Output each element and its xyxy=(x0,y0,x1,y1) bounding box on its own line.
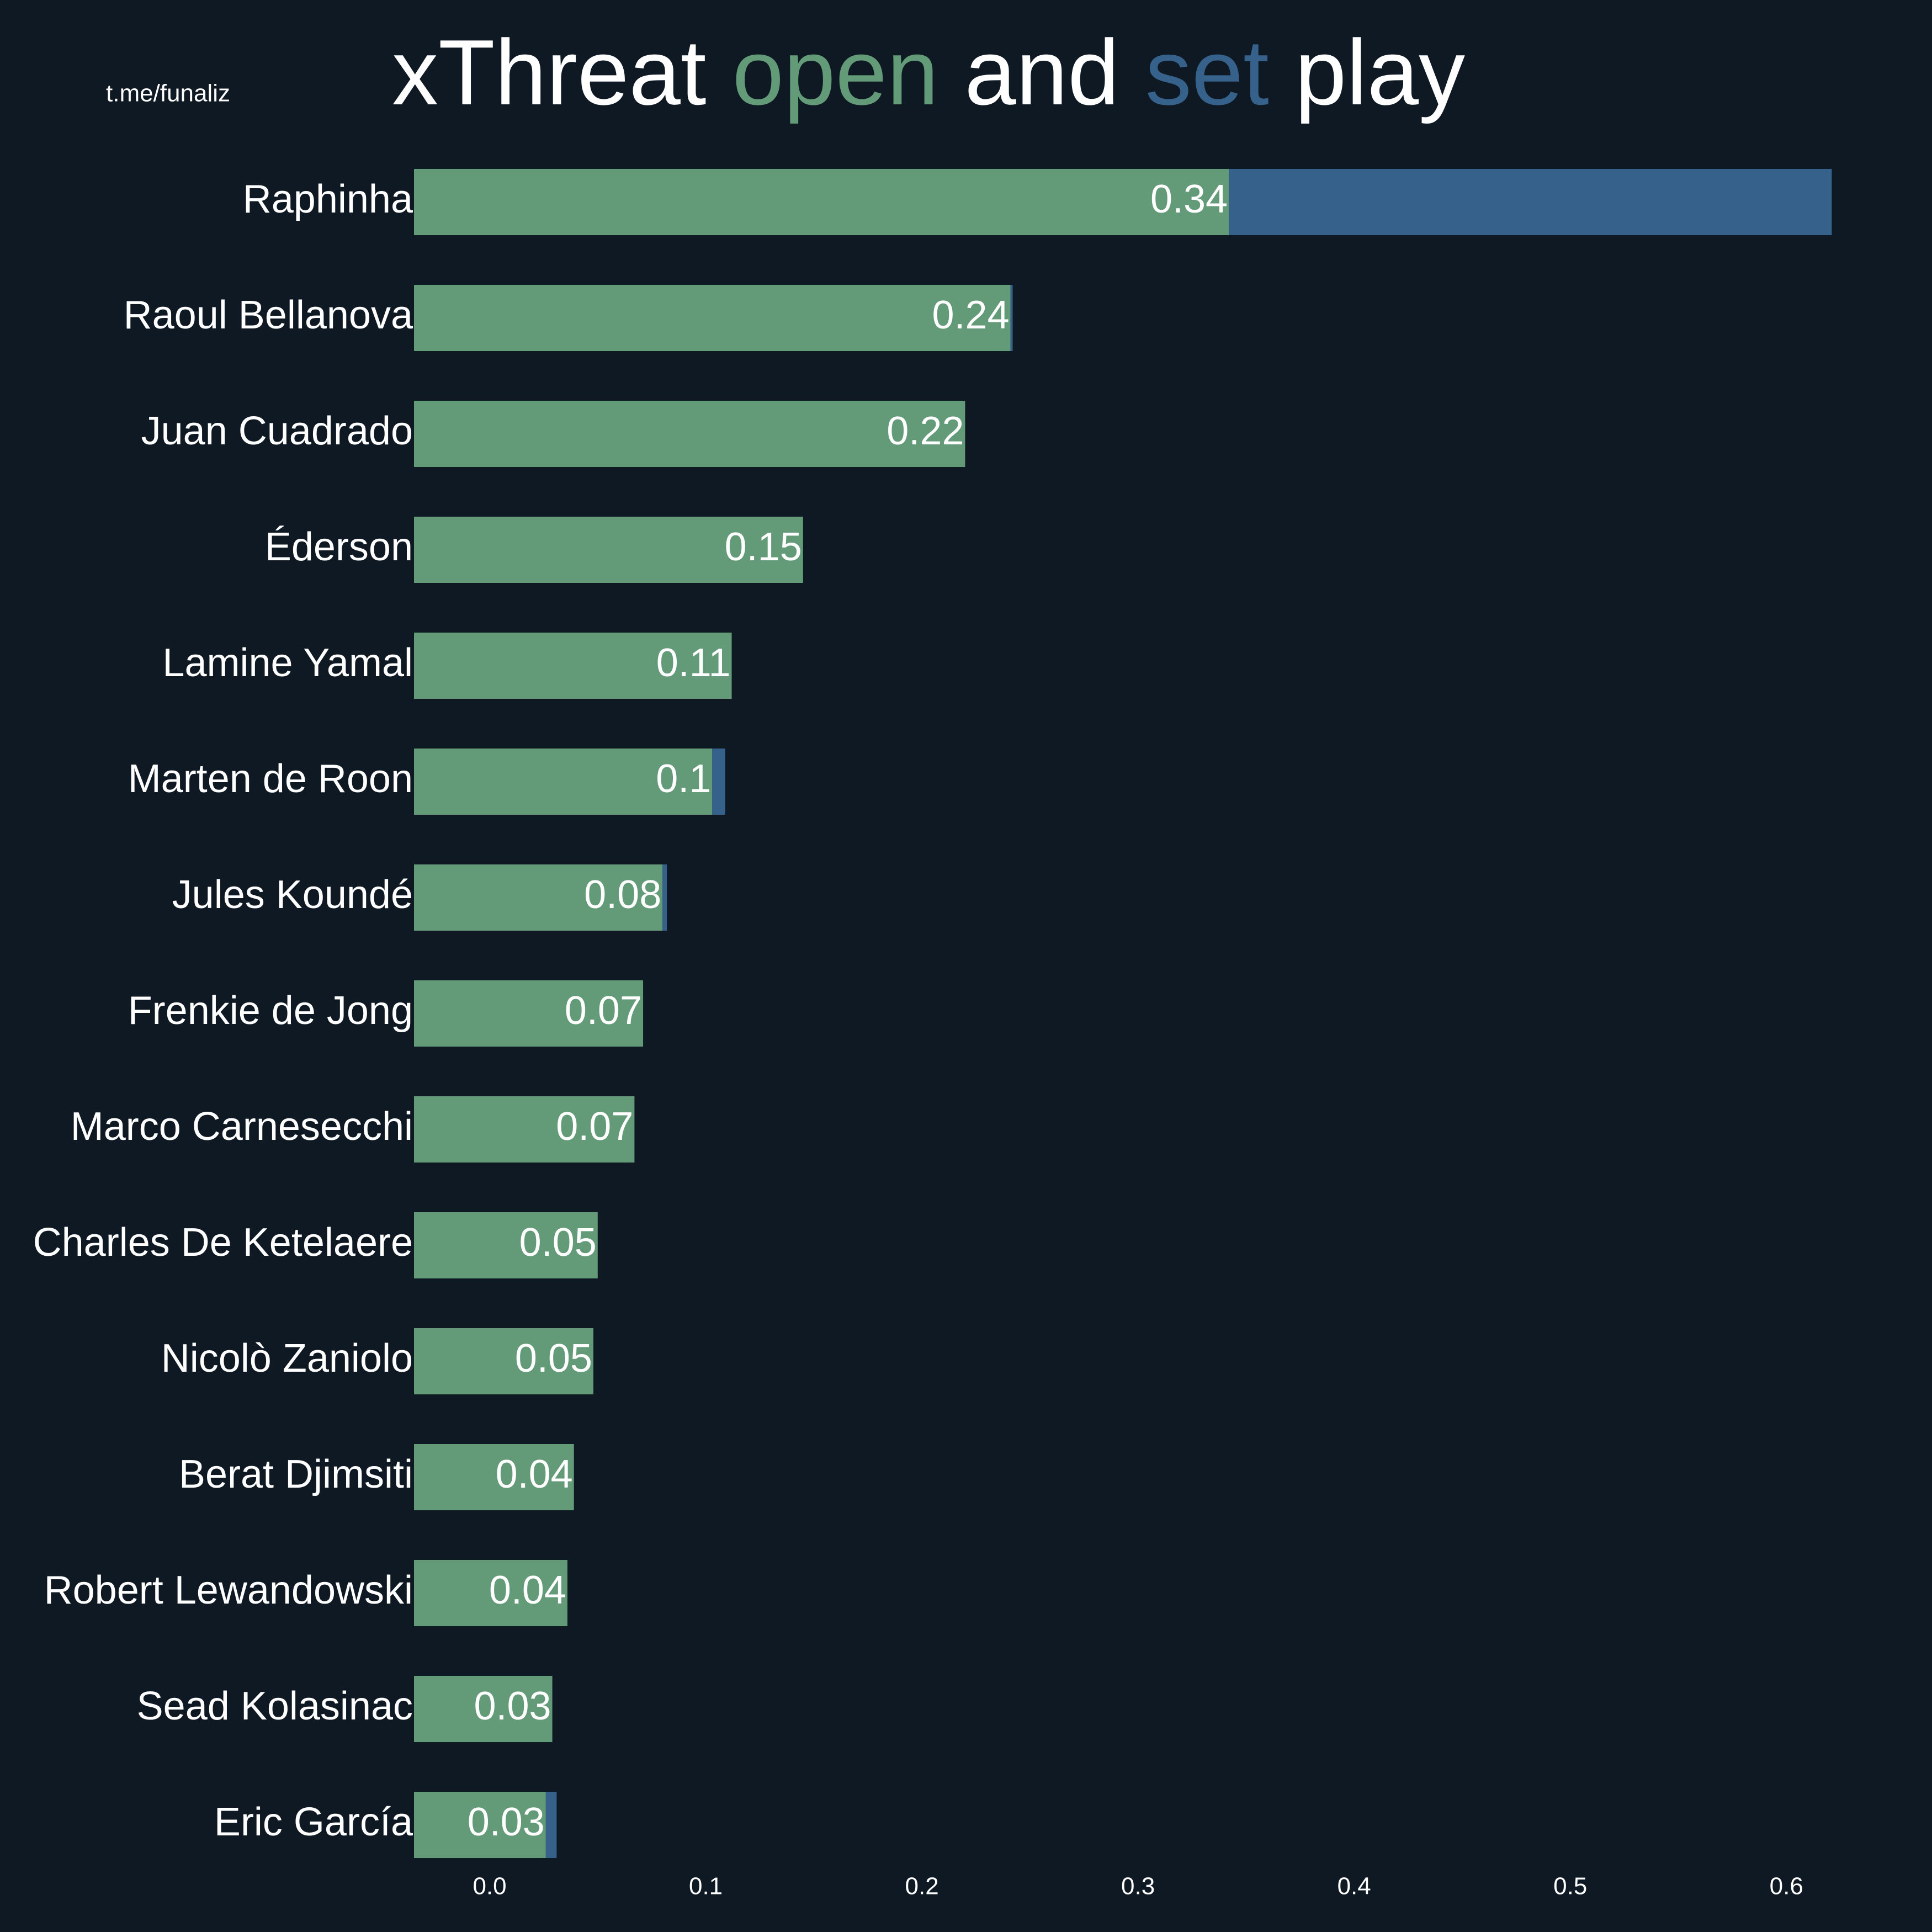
bar-segment xyxy=(414,517,803,583)
x-tick-label: 0.3 xyxy=(1121,1873,1155,1900)
bar-segment xyxy=(414,169,1229,235)
value-label: 0.08 xyxy=(584,873,661,917)
y-tick-label: Raphinha xyxy=(243,177,413,221)
y-tick-label: Eric García xyxy=(214,1800,413,1844)
bar-segment xyxy=(414,1212,598,1278)
chart-title: xThreat open and set play xyxy=(392,20,1465,124)
bar-segment xyxy=(1010,285,1013,351)
bar-segment xyxy=(414,980,644,1047)
bar-segment xyxy=(662,864,667,931)
title-part: play xyxy=(1295,20,1465,124)
y-tick-label: Jules Koundé xyxy=(172,873,413,917)
x-tick-label: 0.6 xyxy=(1770,1873,1803,1900)
value-label: 0.34 xyxy=(1150,177,1228,221)
bar-segment xyxy=(414,401,965,467)
bar-segment xyxy=(1229,169,1832,235)
x-tick-label: 0.4 xyxy=(1337,1873,1371,1900)
value-label: 0.03 xyxy=(468,1800,545,1844)
title-part: and xyxy=(964,20,1119,124)
bar-segment xyxy=(414,633,732,699)
x-tick-label: 0.2 xyxy=(905,1873,939,1900)
y-tick-label: Sead Kolasinac xyxy=(137,1684,413,1728)
value-label: 0.05 xyxy=(515,1336,592,1381)
y-tick-label: Berat Djimsiti xyxy=(179,1452,413,1496)
value-label: 0.04 xyxy=(496,1452,573,1496)
value-label: 0.22 xyxy=(887,409,964,453)
watermark: t.me/funaliz xyxy=(106,80,230,107)
y-tick-label: Frenkie de Jong xyxy=(128,989,413,1033)
bar-segment xyxy=(414,1676,553,1742)
bar-segment xyxy=(414,1444,574,1510)
bar-segment xyxy=(712,749,725,815)
y-tick-label: Robert Lewandowski xyxy=(44,1568,413,1612)
legend-entry: set xyxy=(1145,20,1269,124)
bar-segment xyxy=(414,1096,635,1163)
title-part: xThreat xyxy=(392,20,707,124)
y-tick-label: Juan Cuadrado xyxy=(141,409,413,453)
bar-segment xyxy=(414,749,713,815)
value-label: 0.07 xyxy=(556,1105,633,1149)
bar-segment xyxy=(414,285,1011,351)
y-tick-label: Charles De Ketelaere xyxy=(33,1220,413,1265)
y-tick-label: Marten de Roon xyxy=(128,757,413,801)
value-label: 0.03 xyxy=(474,1684,551,1728)
bar-segment xyxy=(414,1328,593,1394)
x-tick-label: 0.0 xyxy=(473,1873,506,1900)
bar-segment xyxy=(414,1792,546,1858)
value-label: 0.24 xyxy=(932,293,1009,337)
bar-segment xyxy=(545,1792,557,1858)
x-tick-label: 0.5 xyxy=(1553,1873,1587,1900)
y-tick-label: Raoul Bellanova xyxy=(124,293,413,337)
legend-entry: open xyxy=(733,20,939,124)
value-label: 0.05 xyxy=(519,1220,597,1265)
y-tick-label: Nicolò Zaniolo xyxy=(161,1336,413,1381)
value-label: 0.04 xyxy=(489,1568,566,1612)
bar-segment xyxy=(414,864,663,931)
value-label: 0.1 xyxy=(656,757,711,801)
y-tick-label: Lamine Yamal xyxy=(162,641,413,685)
x-tick-label: 0.1 xyxy=(689,1873,723,1900)
y-tick-label: Marco Carnesecchi xyxy=(71,1105,413,1149)
y-tick-label: Éderson xyxy=(265,525,413,569)
bar-segment xyxy=(414,1560,567,1626)
value-label: 0.15 xyxy=(725,525,802,569)
value-label: 0.11 xyxy=(656,641,731,685)
value-label: 0.07 xyxy=(565,989,642,1033)
